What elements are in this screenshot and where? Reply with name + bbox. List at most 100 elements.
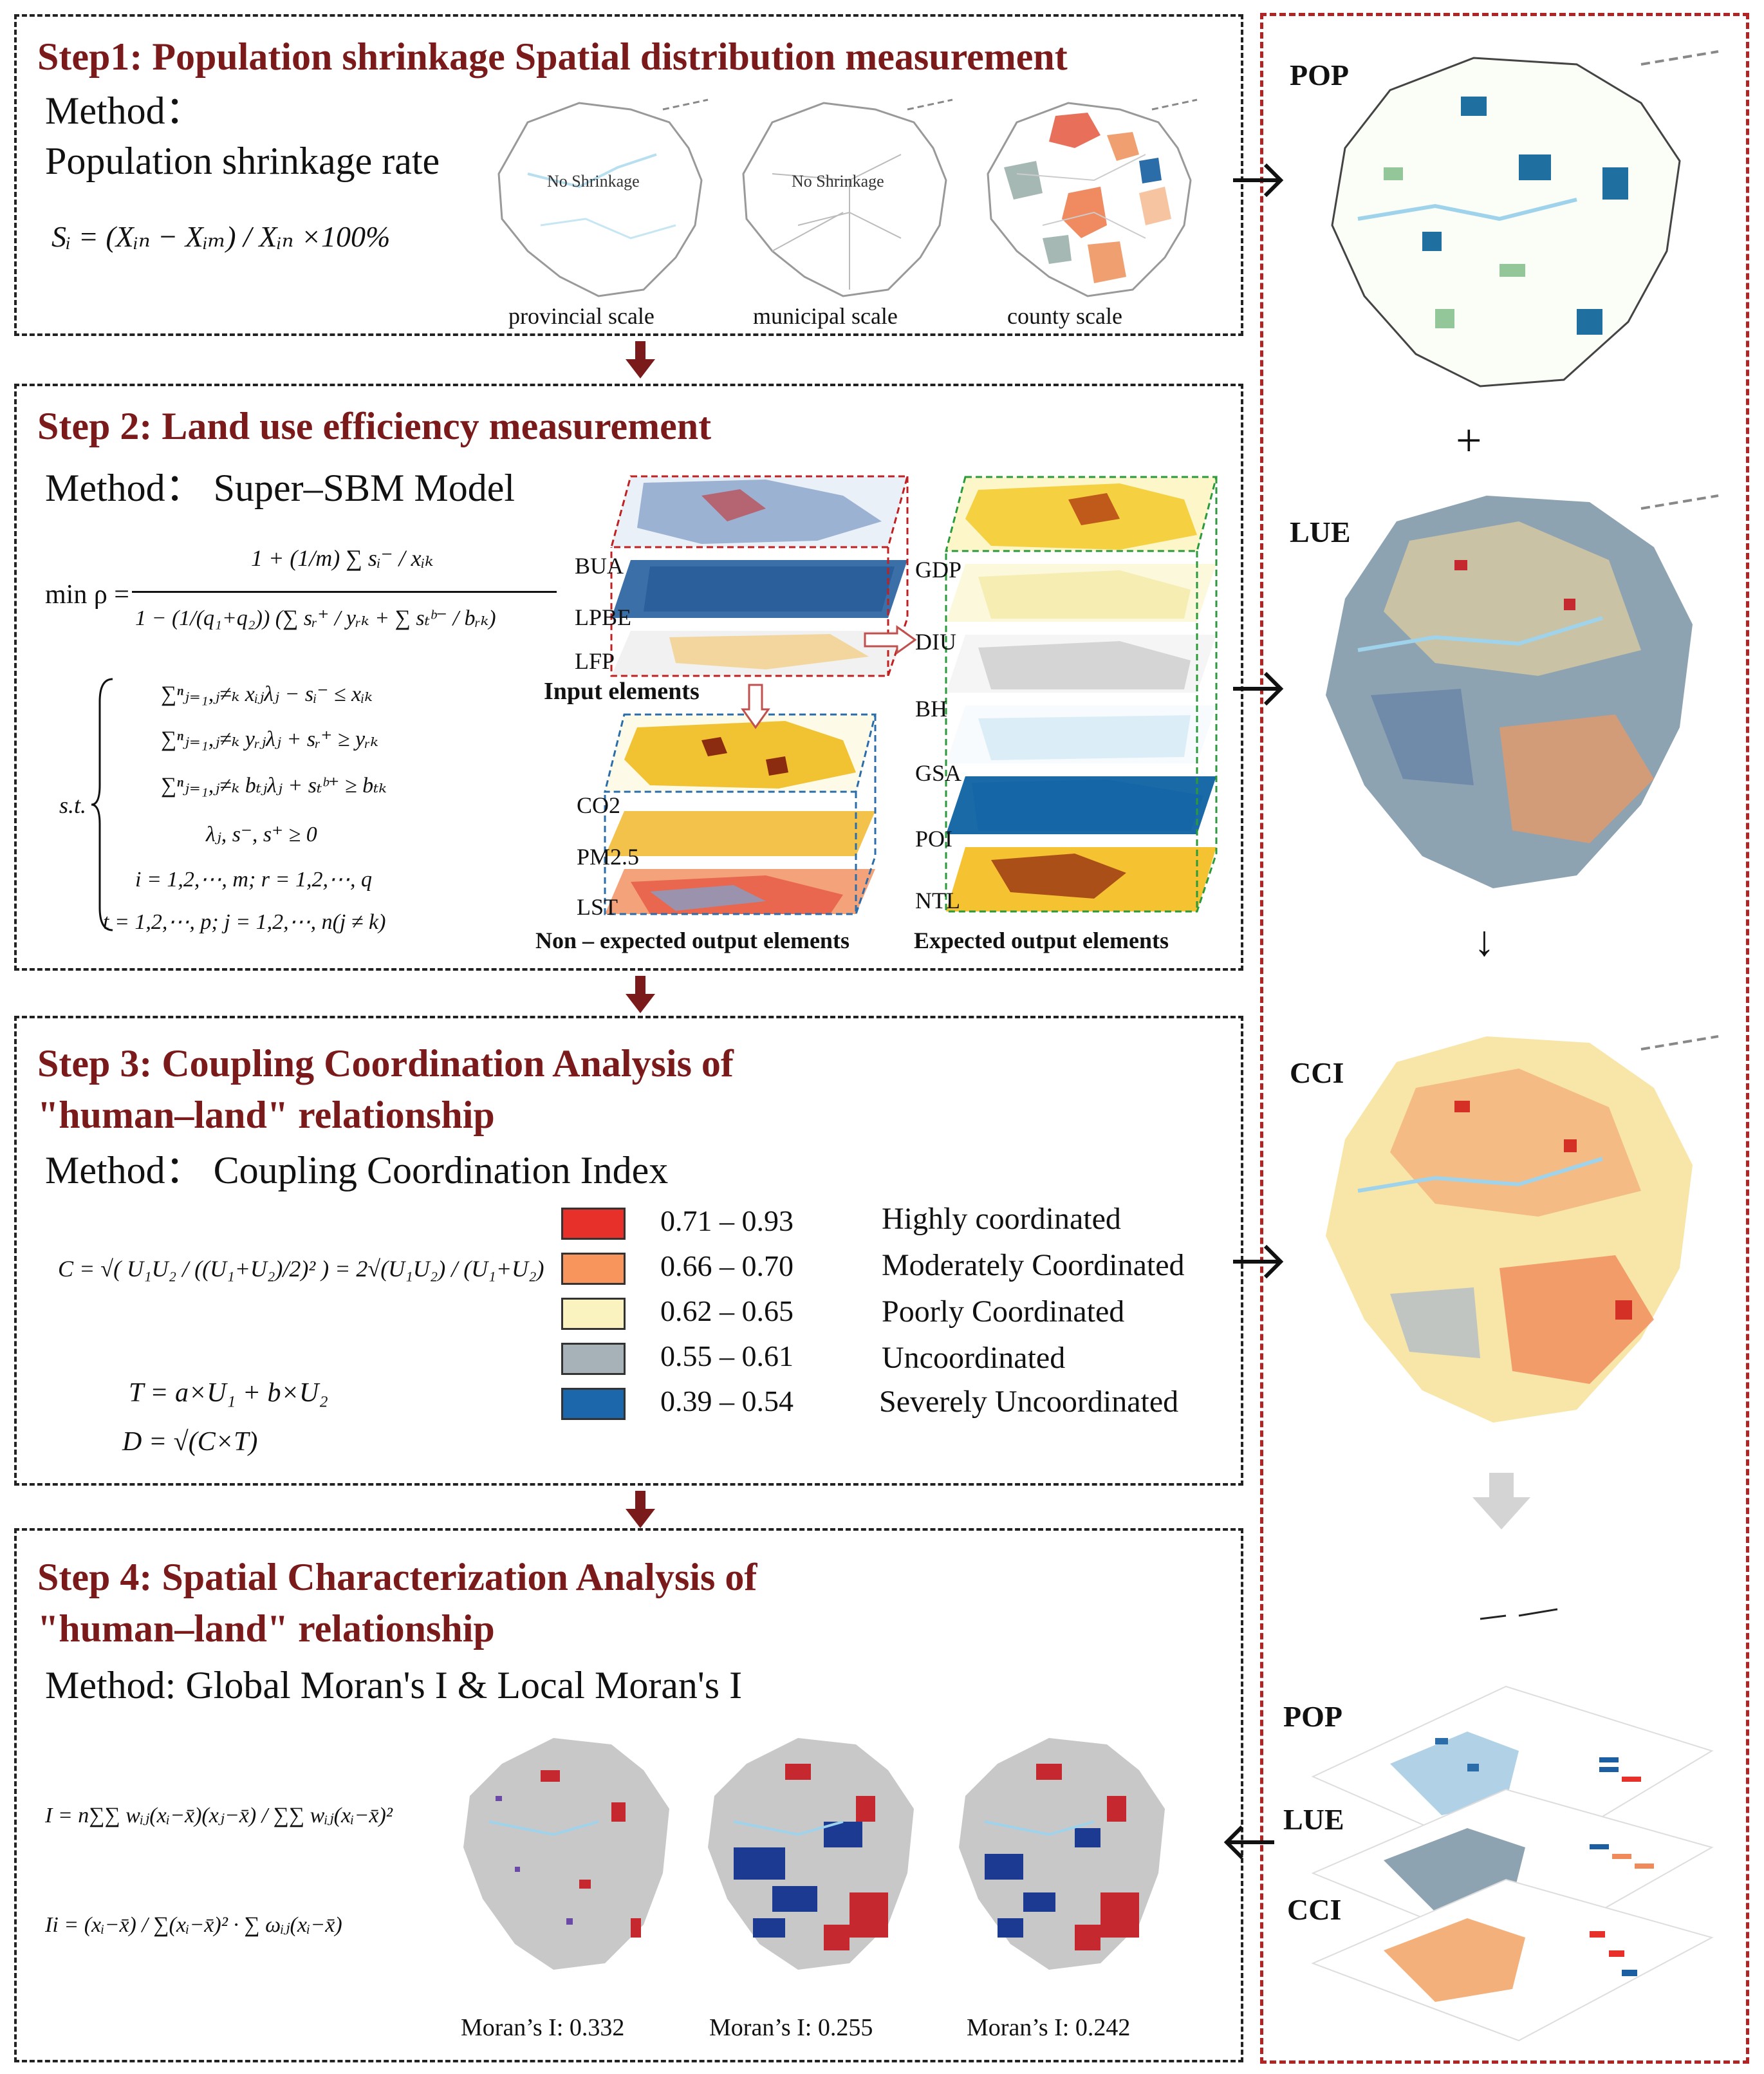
side-label-pop: POP [1290,59,1349,91]
step2-constraint-1: ∑ⁿⱼ₌₁,ⱼ≠ₖ xᵢⱼλⱼ − sᵢ⁻ ≤ xᵢₖ [161,682,373,706]
moran-value-3: Moran’s I: 0.242 [967,2014,1131,2041]
step2-formula-denominator: 1 − (1/(q₁+q₂)) (∑ sᵣ⁺ / yᵣₖ + ∑ sₜᵇ⁻ / … [135,606,496,630]
layer-label-co2: CO2 [577,792,621,818]
arrow-step1-to-pop [1233,163,1284,198]
stack-label-pop: POP [1283,1700,1342,1733]
legend-swatch-highly [561,1208,626,1240]
layer-label-lst: LST [577,894,618,920]
step1-method-name: Population shrinkage rate [45,140,440,182]
no-shrinkage-label-2: No Shrinkage [792,172,884,191]
layer-label-diu: DIU [915,629,956,655]
legend-range-severely: 0.39 – 0.54 [660,1385,794,1417]
step3-formula-c: C = √( U₁U₂ / ((U₁+U₂)/2)² ) = 2√(U₁U₂) … [58,1256,544,1282]
step3-title-line2: "human–land" relationship [37,1094,495,1136]
side-map-cci [1326,1035,1719,1423]
legend-range-uncoordinated: 0.55 – 0.61 [660,1340,794,1372]
step2-constraint-brace [91,678,113,931]
legend-swatch-severely [561,1388,626,1420]
arrow-step3-to-cci [1233,1244,1284,1279]
nonexpected-elements-stack [604,713,877,915]
legend-swatch-uncoordinated [561,1343,626,1375]
layer-label-bua: BUA [575,553,624,579]
step2-title: Step 2: Land use efficiency measurement [37,405,712,447]
step2-st-label: s.t. [59,792,87,818]
legend-range-moderately: 0.66 – 0.70 [660,1249,794,1282]
step2-constraint-3: ∑ⁿⱼ₌₁,ⱼ≠ₖ bₜⱼλⱼ + sₜᵇ⁺ ≥ bₜₖ [161,774,387,798]
moran-value-2: Moran’s I: 0.255 [709,2014,873,2041]
input-elements-caption: Input elements [544,678,700,705]
arrow-step2-to-lue [1233,671,1284,706]
side-plus: + [1456,415,1482,466]
step2-min-rho: min ρ = [45,580,129,610]
side-map-pop [1331,50,1719,388]
county-scale-map [987,98,1198,297]
arrow-input-to-expected [864,625,917,655]
layer-label-bh: BH [915,696,948,722]
arrow-input-to-nonexpected [741,684,770,729]
step1-panel [14,14,1243,336]
step4-formula-i: I = n∑∑ wᵢⱼ(xᵢ−x̄)(xⱼ−x̄) / ∑∑ wᵢⱼ(xᵢ−x̄… [45,1804,393,1827]
input-elements-stack [610,475,909,677]
step2-method: Method： Super–SBM Model [45,467,515,509]
step2-fraction-bar [132,591,557,593]
step3-formula-d: D = √(C×T) [122,1427,258,1457]
legend-swatch-moderately [561,1253,626,1285]
stack-label-cci: CCI [1287,1893,1342,1926]
layer-label-gsa: GSA [915,760,962,786]
step1-method-label: Method： [45,89,204,132]
provincial-scale-map: No Shrinkage [497,98,709,297]
legend-swatch-poorly [561,1298,626,1330]
step2-formula-numerator: 1 + (1/m) ∑ sᵢ⁻ / xᵢₖ [251,545,434,571]
side-stacked-layers [1311,1608,1714,2042]
nonexpected-elements-caption: Non – expected output elements [535,928,850,953]
moran-map-2 [708,1738,914,1970]
county-scale-label: county scale [1007,303,1122,329]
arrow-stack-to-step4 [1223,1825,1274,1860]
layer-label-lfp: LFP [575,648,615,674]
right-results-panel [1260,13,1749,2064]
step4-method: Method: Global Moran's I & Local Moran's… [45,1664,743,1706]
stack-label-lue: LUE [1283,1803,1344,1836]
arrow-step3-to-step4 [626,1491,655,1528]
step2-constraint-5: i = 1,2,⋯, m; r = 1,2,⋯, q [135,868,372,892]
expected-elements-stack [945,476,1218,913]
step1-title: Step1: Population shrinkage Spatial dist… [37,35,1068,78]
step2-constraint-6: t = 1,2,⋯, p; j = 1,2,⋯, n(j ≠ k) [103,910,386,934]
step4-formula-ii: Ii = (xᵢ−x̄) / ∑(xᵢ−x̄)² · ∑ ωᵢⱼ(xᵢ−x̄) [45,1913,342,1937]
layer-label-ntl: NTL [915,888,960,913]
step4-panel [14,1528,1243,2062]
legend-range-highly: 0.71 – 0.93 [660,1204,794,1237]
municipal-scale-label: municipal scale [753,303,898,329]
moran-map-3 [959,1738,1165,1970]
layer-label-gdp: GDP [915,557,962,583]
side-label-cci: CCI [1290,1056,1344,1089]
step2-constraint-4: λⱼ, s⁻, s⁺ ≥ 0 [206,823,317,846]
legend-label-highly: Highly coordinated [882,1202,1121,1236]
legend-label-severely: Severely Uncoordinated [879,1385,1179,1419]
moran-value-1: Moran’s I: 0.332 [461,2014,625,2041]
step3-formula-t: T = a×U₁ + b×U₂ [129,1378,328,1408]
legend-label-poorly: Poorly Coordinated [882,1294,1125,1329]
expected-elements-caption: Expected output elements [914,928,1169,953]
side-map-lue [1326,494,1719,888]
municipal-scale-map: No Shrinkage [742,98,953,297]
step3-title-line1: Step 3: Coupling Coordination Analysis o… [37,1042,734,1085]
step3-panel [14,1016,1243,1486]
step1-formula: Sᵢ = (Xᵢₙ − Xᵢₘ) / Xᵢₙ ×100% [51,220,391,253]
no-shrinkage-label-1: No Shrinkage [547,172,640,191]
arrow-step2-to-step3 [626,976,655,1013]
side-down-arrow: ↓ [1474,918,1495,965]
step2-constraint-2: ∑ⁿⱼ₌₁,ⱼ≠ₖ yᵣⱼλⱼ + sᵣ⁺ ≥ yᵣₖ [161,727,378,751]
legend-label-moderately: Moderately Coordinated [882,1248,1185,1282]
layer-label-lpbe: LPBE [575,604,632,630]
provincial-scale-label: provincial scale [508,303,655,329]
step2-panel [14,384,1243,971]
step4-title-line1: Step 4: Spatial Characterization Analysi… [37,1556,757,1598]
arrow-step1-to-step2 [626,341,655,378]
legend-range-poorly: 0.62 – 0.65 [660,1294,794,1327]
moran-map-1 [463,1738,669,1970]
side-label-lue: LUE [1290,516,1351,548]
step3-method: Method： Coupling Coordination Index [45,1149,669,1191]
step4-title-line2: "human–land" relationship [37,1607,495,1650]
layer-label-poi: POI [915,826,953,852]
